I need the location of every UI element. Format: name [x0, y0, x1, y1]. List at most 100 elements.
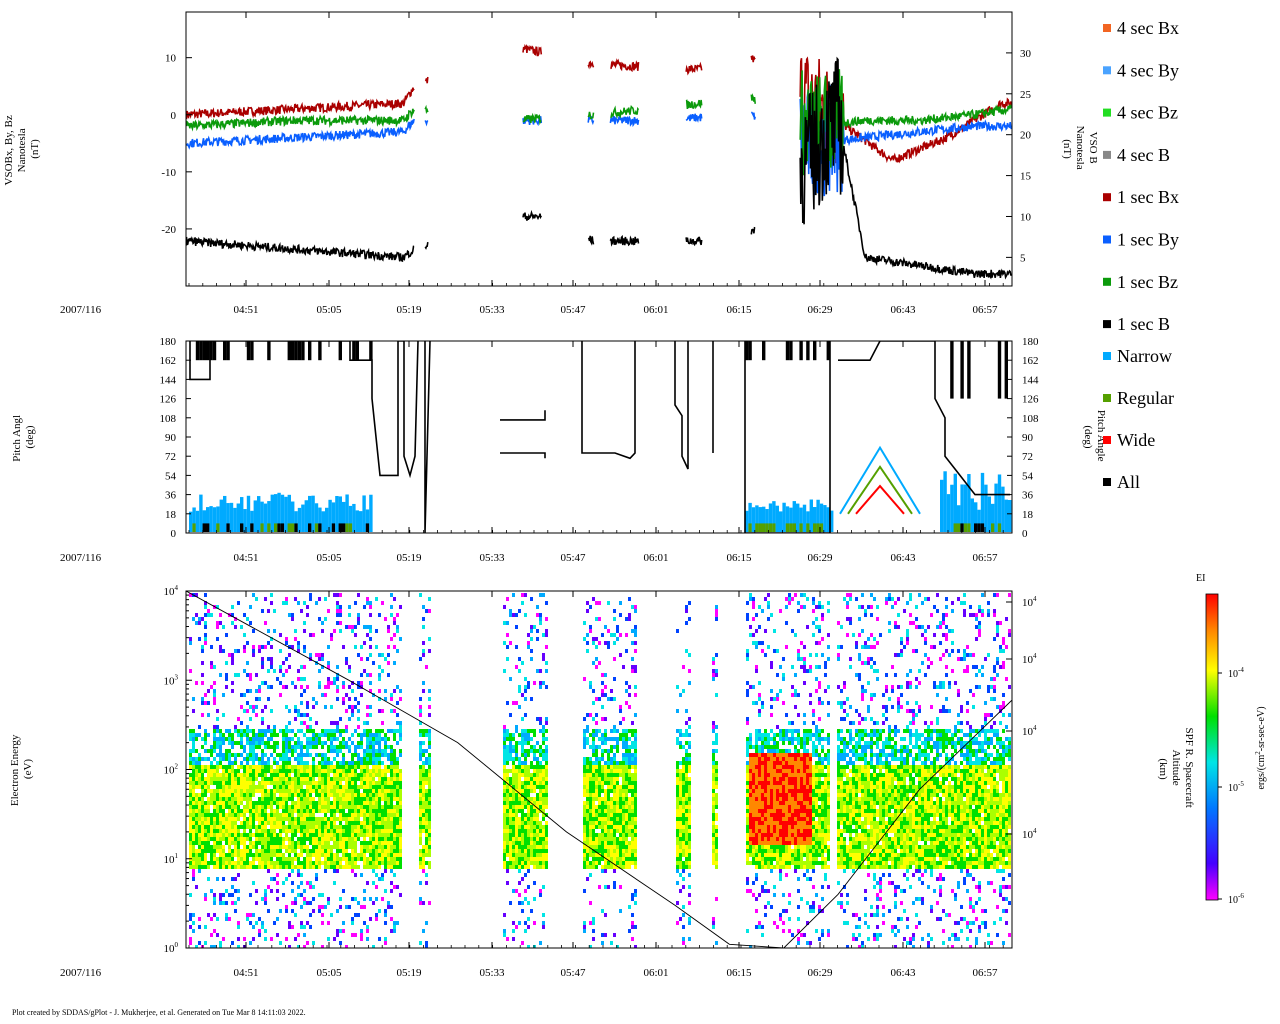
spectrogram-cell	[679, 841, 682, 845]
spectrogram-cell	[542, 809, 545, 813]
spectrogram-cell	[515, 625, 518, 629]
spectrogram-cell	[422, 789, 425, 793]
spectrogram-cell	[601, 781, 604, 785]
spectrogram-cell	[264, 889, 267, 893]
spectrogram-cell	[213, 841, 216, 845]
spectrogram-cell	[589, 733, 592, 737]
spectrogram-cell	[336, 725, 339, 729]
spectrogram-cell	[527, 849, 530, 853]
spectrogram-cell	[189, 797, 192, 801]
spectrogram-cell	[384, 853, 387, 857]
spectrogram-cell	[527, 885, 530, 889]
spectrogram-cell	[619, 789, 622, 793]
spectrogram-cell	[264, 621, 267, 625]
spectrogram-cell	[195, 945, 198, 948]
spectrogram-cell	[243, 825, 246, 829]
spectrogram-cell	[521, 805, 524, 809]
spectrogram-cell	[285, 769, 288, 773]
pitch-all-line	[581, 341, 636, 460]
spectrogram-cell	[375, 813, 378, 817]
spectrogram-cell	[604, 625, 607, 629]
spectrogram-cell	[375, 793, 378, 797]
spectrogram-cell	[503, 825, 506, 829]
spectrogram-cell	[219, 945, 222, 948]
pitch-all-cell	[318, 341, 322, 361]
spectrogram-cell	[345, 845, 348, 849]
spectrogram-cell	[542, 885, 545, 889]
spectrogram-cell	[393, 833, 396, 837]
spectrogram-cell	[321, 789, 324, 793]
spectrogram-cell	[303, 861, 306, 865]
spectrogram-cell	[592, 753, 595, 757]
spectrogram-cell	[613, 737, 616, 741]
spectrogram-cell	[375, 737, 378, 741]
pitch-narrow-cell	[365, 509, 370, 532]
spectrogram-cell	[306, 829, 309, 833]
spectrogram-cell	[276, 765, 279, 769]
spectrogram-cell	[524, 737, 527, 741]
spectrogram-cell	[330, 813, 333, 817]
spectrogram-cell	[515, 741, 518, 745]
spectrogram-cell	[231, 681, 234, 685]
spectrogram-cell	[213, 945, 216, 948]
spectrogram-cell	[192, 833, 195, 837]
spectrogram-cell	[327, 733, 330, 737]
spectrogram-cell	[419, 805, 422, 809]
spectrogram-cell	[428, 609, 431, 613]
spectrogram-cell	[198, 869, 201, 873]
spectrogram-cell	[628, 849, 631, 853]
spectrogram-cell	[533, 845, 536, 849]
spectrogram-cell	[339, 769, 342, 773]
spectrogram-cell	[390, 809, 393, 813]
spectrogram-cell	[198, 761, 201, 765]
spectrogram-cell	[219, 837, 222, 841]
pitch-all-cell	[338, 341, 342, 361]
spectrogram-cell	[631, 729, 634, 733]
spectrogram-cell	[228, 917, 231, 921]
spectrogram-cell	[679, 849, 682, 853]
spectrogram-cell	[270, 789, 273, 793]
spectrogram-cell	[207, 821, 210, 825]
spectrogram-cell	[676, 821, 679, 825]
spectrogram-cell	[393, 765, 396, 769]
spectrogram-cell	[527, 845, 530, 849]
spectrogram-cell	[234, 757, 237, 761]
spectrogram-cell	[348, 697, 351, 701]
spectrogram-cell	[291, 845, 294, 849]
spectrogram-cell	[688, 817, 691, 821]
spectrogram-cell	[252, 757, 255, 761]
spectrogram-cell	[422, 929, 425, 933]
spectrogram-cell	[378, 785, 381, 789]
mag-series-1-sec-bx	[186, 43, 1012, 166]
spectrogram-cell	[318, 733, 321, 737]
spectrogram-cell	[542, 653, 545, 657]
spectrogram-cell	[509, 749, 512, 753]
spectrogram-cell	[306, 613, 309, 617]
spectrogram-cell	[339, 941, 342, 945]
spectrogram-cell	[288, 773, 291, 777]
spectrogram-cell	[682, 825, 685, 829]
spectrogram-cell	[282, 865, 285, 869]
spectrogram-cell	[586, 641, 589, 645]
spectrogram-cell	[604, 741, 607, 745]
spectrogram-cell	[249, 821, 252, 825]
spectrogram-cell	[586, 769, 589, 773]
spectrogram-cell	[604, 861, 607, 865]
spectrogram-cell	[255, 849, 258, 853]
spectrogram-cell	[586, 757, 589, 761]
spectrogram-cell	[419, 833, 422, 837]
spectrogram-cell	[533, 789, 536, 793]
pitch-xtick-label: 06:29	[807, 552, 833, 564]
spectrogram-cell	[342, 701, 345, 705]
spectrogram-cell	[219, 729, 222, 733]
spectrogram-cell	[634, 749, 637, 753]
spectrogram-cell	[625, 789, 628, 793]
spectrogram-cell	[216, 605, 219, 609]
spectrogram-cell	[628, 929, 631, 933]
spectrogram-cell	[381, 873, 384, 877]
pitch-xtick-label: 06:43	[890, 552, 916, 564]
spectrogram-cell	[390, 749, 393, 753]
spectrogram-cell	[330, 853, 333, 857]
spectrogram-cell	[586, 841, 589, 845]
